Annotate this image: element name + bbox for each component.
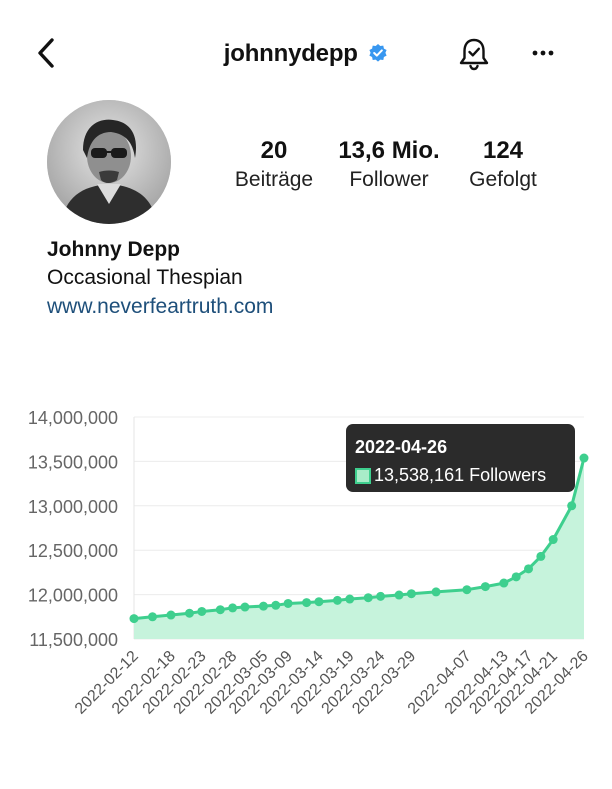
stat-following[interactable]: 124 Gefolgt bbox=[438, 136, 568, 194]
stat-posts[interactable]: 20 Beiträge bbox=[209, 136, 339, 194]
data-point[interactable] bbox=[462, 585, 472, 595]
stat-posts-label: Beiträge bbox=[234, 168, 314, 191]
data-point[interactable] bbox=[480, 582, 490, 592]
profile-header: johnnydepp bbox=[0, 0, 612, 110]
data-point[interactable] bbox=[258, 601, 268, 611]
tooltip-value: 13,538,161 Followers bbox=[374, 465, 547, 485]
data-point[interactable] bbox=[345, 594, 355, 604]
y-tick-label: 12,500,000 bbox=[28, 541, 118, 561]
chart-tooltip: 2022-04-26 13,538,161 Followers bbox=[346, 424, 575, 492]
profile-website-link[interactable]: www.neverfeartruth.com bbox=[47, 295, 274, 318]
username: johnnydepp bbox=[223, 40, 358, 67]
data-point[interactable] bbox=[394, 590, 404, 600]
stat-followers-count: 13,6 Mio. bbox=[338, 137, 440, 164]
data-point[interactable] bbox=[363, 593, 373, 603]
followers-chart: 14,000,000 13,500,000 13,000,000 12,500,000… bbox=[0, 390, 612, 784]
back-chevron-icon[interactable] bbox=[30, 36, 64, 70]
data-point[interactable] bbox=[548, 535, 558, 545]
username-bar: johnnydepp bbox=[0, 40, 612, 68]
data-point[interactable] bbox=[314, 597, 324, 607]
data-point[interactable] bbox=[302, 598, 312, 608]
data-point[interactable] bbox=[184, 608, 194, 618]
chart-x-axis: 2022-02-122022-02-182022-02-232022-02-28… bbox=[72, 648, 592, 718]
data-point[interactable] bbox=[166, 610, 176, 620]
data-point[interactable] bbox=[197, 606, 207, 616]
data-point[interactable] bbox=[431, 587, 441, 597]
data-point[interactable] bbox=[406, 589, 416, 599]
stat-following-count: 124 bbox=[482, 137, 524, 164]
stat-following-label: Gefolgt bbox=[469, 168, 537, 191]
y-tick-label: 13,000,000 bbox=[28, 497, 118, 517]
data-point[interactable] bbox=[524, 564, 534, 574]
stat-followers-label: Follower bbox=[349, 168, 429, 191]
data-point[interactable] bbox=[579, 453, 589, 463]
data-point[interactable] bbox=[376, 591, 386, 601]
tooltip-value-row: 13,538,161 Followers bbox=[355, 462, 575, 488]
followers-chart-svg: 14,000,000 13,500,000 13,000,000 12,500,000… bbox=[28, 408, 592, 718]
data-point[interactable] bbox=[536, 551, 546, 561]
chart-y-axis: 14,000,000 13,500,000 13,000,000 12,500,000… bbox=[28, 408, 118, 650]
data-point[interactable] bbox=[271, 600, 281, 610]
more-horizontal-icon[interactable] bbox=[528, 40, 558, 66]
data-point[interactable] bbox=[332, 595, 342, 605]
y-tick-label: 11,500,000 bbox=[29, 630, 118, 650]
tooltip-date: 2022-04-26 bbox=[355, 437, 448, 457]
y-tick-label: 13,500,000 bbox=[28, 452, 118, 472]
stat-followers[interactable]: 13,6 Mio. Follower bbox=[324, 136, 454, 194]
chart-points bbox=[129, 453, 589, 624]
data-point[interactable] bbox=[567, 501, 577, 511]
data-point[interactable] bbox=[240, 602, 250, 612]
profile-bio: Johnny Depp Occasional Thespian www.neve… bbox=[47, 236, 273, 322]
data-point[interactable] bbox=[511, 572, 521, 582]
data-point[interactable] bbox=[129, 614, 139, 624]
y-tick-label: 12,000,000 bbox=[28, 586, 118, 606]
chart-area bbox=[134, 458, 584, 639]
bell-icon[interactable] bbox=[456, 36, 492, 72]
tooltip-swatch bbox=[355, 468, 371, 484]
data-point[interactable] bbox=[283, 598, 293, 608]
data-point[interactable] bbox=[228, 603, 238, 613]
data-point[interactable] bbox=[147, 612, 157, 622]
avatar[interactable] bbox=[47, 100, 171, 224]
profile-description: Occasional Thespian bbox=[47, 266, 243, 289]
stat-posts-count: 20 bbox=[260, 137, 288, 164]
y-tick-label: 14,000,000 bbox=[28, 408, 118, 428]
profile-name: Johnny Depp bbox=[47, 238, 181, 261]
verified-badge-icon bbox=[369, 44, 387, 62]
data-point[interactable] bbox=[215, 605, 225, 615]
data-point[interactable] bbox=[499, 578, 509, 588]
avatar-portrait bbox=[47, 100, 171, 224]
